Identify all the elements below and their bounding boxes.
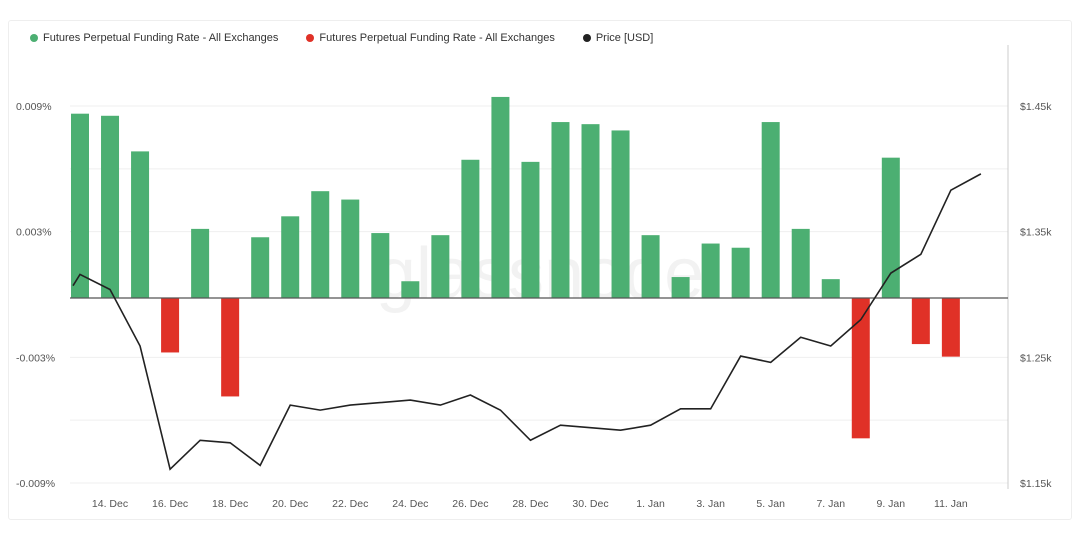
right-axis-tick: $1.15k [1020,478,1052,490]
legend-label: Price [USD] [595,32,654,44]
x-axis-tick: 14. Dec [92,498,128,510]
x-axis-tick: 26. Dec [452,498,488,510]
bar-negative [911,298,930,345]
right-axis-tick: $1.25k [1020,352,1052,364]
bar-positive [881,157,900,298]
bar-negative [161,298,180,353]
x-axis-tick: 16. Dec [152,498,188,510]
green-dot-icon [30,34,38,42]
black-dot-icon [582,34,591,42]
x-axis-tick: 18. Dec [212,498,248,510]
x-axis-tick: 7. Jan [816,498,845,510]
legend-label: Futures Perpetual Funding Rate - All Exc… [319,32,555,44]
bar-positive [491,96,510,298]
bar-positive [131,151,150,298]
left-axis-tick: -0.003% [16,352,55,364]
x-axis-tick: 30. Dec [572,498,608,510]
left-axis-tick: 0.009% [16,101,52,113]
x-axis-tick: 20. Dec [272,498,308,510]
x-axis-tick: 28. Dec [512,498,548,510]
bar-positive [641,235,660,298]
x-axis-tick: 3. Jan [696,498,725,510]
bar-positive [251,237,270,298]
legend: Futures Perpetual Funding Rate - All Exc… [30,32,653,44]
bar-positive [371,233,390,298]
legend-item-positive-funding[interactable]: Futures Perpetual Funding Rate - All Exc… [30,32,278,44]
bar-positive [71,113,89,298]
x-axis-tick: 9. Jan [877,498,906,510]
x-axis-tick: 11. Jan [934,498,968,510]
x-axis-tick: 1. Jan [636,498,665,510]
bar-positive [401,281,420,298]
bar-negative [941,298,960,357]
legend-item-negative-funding[interactable]: Futures Perpetual Funding Rate - All Exc… [306,32,555,44]
x-axis-tick: 5. Jan [756,498,785,510]
bar-positive [191,228,210,298]
price-line [72,173,982,471]
bar-negative [221,298,240,397]
bar-positive [551,122,570,298]
red-dot-icon [306,34,315,42]
bar-positive [461,159,480,298]
bar-positive [761,122,780,298]
bar-negative [851,298,870,439]
bar-positive [821,279,840,298]
legend-item-price[interactable]: Price [USD] [582,32,654,44]
bar-positive [731,247,750,298]
x-axis-tick: 24. Dec [392,498,428,510]
bar-positive [521,161,540,298]
bar-positive [101,115,120,299]
bar-positive [311,191,330,298]
bar-positive [701,243,720,298]
legend-label: Futures Perpetual Funding Rate - All Exc… [43,32,279,44]
bar-positive [671,277,690,298]
right-axis-tick: $1.45k [1020,101,1052,113]
bar-positive [281,216,300,298]
x-axis-tick: 22. Dec [332,498,368,510]
bar-positive [581,124,600,299]
left-axis-tick: 0.003% [16,227,52,239]
bar-positive [341,199,360,298]
bar-positive [611,130,630,298]
bar-positive [431,235,450,298]
bar-positive [791,228,810,298]
right-axis-tick: $1.35k [1020,227,1052,239]
left-axis-tick: -0.009% [16,478,55,490]
